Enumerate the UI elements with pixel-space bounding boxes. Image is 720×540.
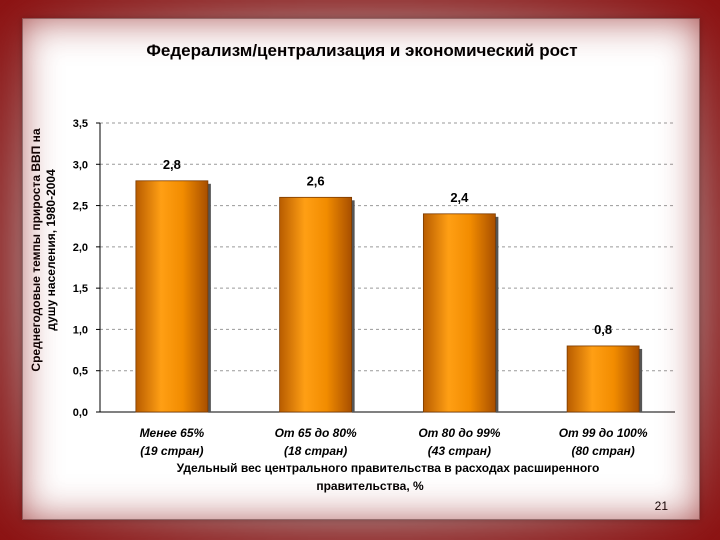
y-tick-label: 1,0 [73, 324, 88, 336]
data-label: 2,8 [163, 157, 181, 172]
category-count-label: (19 стран) [140, 444, 203, 458]
bar [135, 180, 209, 413]
page-number: 21 [655, 499, 669, 513]
y-tick-label: 3,5 [73, 118, 88, 130]
bar [279, 196, 353, 413]
category-label: От 65 до 80% [275, 426, 357, 440]
y-tick-label: 3,0 [73, 159, 88, 171]
y-tick-label: 2,0 [73, 242, 88, 254]
category-label: От 80 до 99% [418, 426, 500, 440]
y-tick-label: 0,5 [73, 366, 88, 378]
y-tick-label: 1,5 [73, 283, 88, 295]
category-count-label: (43 стран) [428, 444, 491, 458]
data-label: 2,4 [450, 190, 469, 205]
slide [22, 18, 700, 520]
y-axis-label-line2: душу населения, 1980-2004 [44, 169, 58, 331]
category-count-label: (80 стран) [571, 444, 634, 458]
data-label: 0,8 [594, 322, 612, 337]
x-axis-label-line1: Удельный вес центрального правительства … [177, 461, 600, 475]
category-count-label: (18 стран) [284, 444, 347, 458]
category-label: Менее 65% [140, 426, 205, 440]
y-tick-label: 2,5 [73, 201, 88, 213]
chart-title: Федерализм/централизация и экономический… [146, 41, 577, 60]
bar [566, 345, 640, 413]
y-tick-label: 0,0 [73, 407, 88, 419]
data-label: 2,6 [307, 173, 325, 188]
x-axis-label-line2: правительства, % [316, 479, 424, 493]
y-axis-label-line1: Среднегодовые темпы прироста ВВП на [29, 128, 43, 371]
category-label: От 99 до 100% [559, 426, 648, 440]
bar [422, 213, 496, 413]
